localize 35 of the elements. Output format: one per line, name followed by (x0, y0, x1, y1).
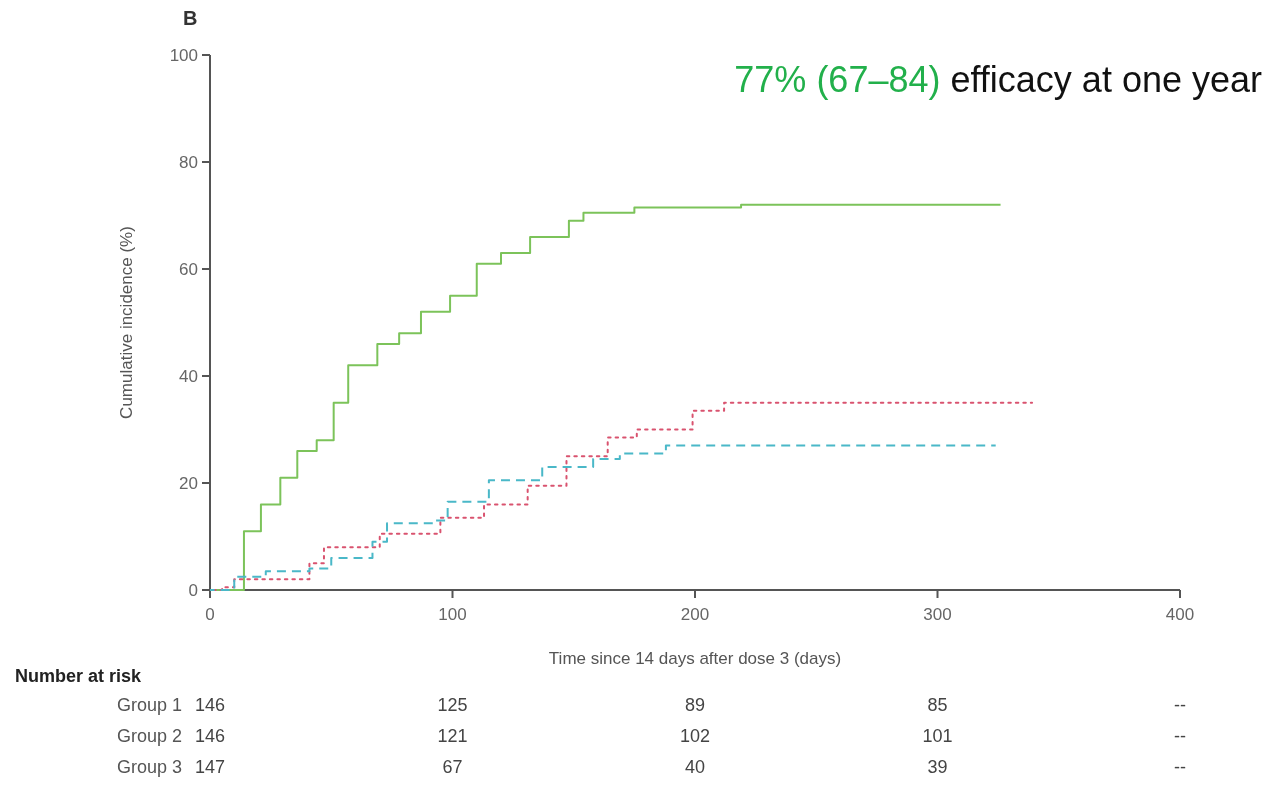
text: 39 (927, 757, 948, 777)
x-tick-label: 0 (205, 605, 215, 624)
text: Group 2 (116, 726, 182, 746)
text: Group 1 (116, 695, 182, 715)
text: 121 (437, 726, 468, 746)
text: -- (1174, 726, 1186, 746)
x-tick-label: 100 (438, 605, 467, 624)
text: Group 3 (116, 757, 182, 777)
text: -- (1174, 695, 1186, 715)
x-axis-title: Time since 14 days after dose 3 (days) (548, 649, 842, 668)
text: 147 (194, 757, 226, 777)
text: 89 (684, 695, 706, 715)
y-tick-label: 80 (179, 152, 198, 172)
text: 40 (684, 757, 706, 777)
annotation: 77% (67–84) (734, 59, 941, 100)
y-tick-label: 40 (179, 366, 198, 386)
text: 125 (437, 695, 468, 715)
y-axis-title: Cumulative incidence (%) (117, 226, 136, 419)
y-tick-label: 20 (179, 473, 198, 493)
x-tick-label: 400 (1165, 605, 1195, 624)
text: -- (1174, 757, 1186, 777)
x-tick-label: 300 (923, 605, 952, 624)
text: 146 (194, 726, 226, 746)
text: 67 (442, 757, 463, 777)
chart-title: B (183, 7, 198, 29)
annotation: efficacy at one year (940, 59, 1262, 100)
text: 101 (922, 726, 953, 746)
text: 85 (927, 695, 948, 715)
text: Number at risk (15, 666, 143, 686)
y-tick-label: 60 (179, 259, 198, 279)
x-tick-label: 200 (680, 605, 710, 624)
y-tick-label: 100 (169, 45, 198, 65)
text: 146 (194, 695, 226, 715)
text: 102 (679, 726, 711, 746)
y-tick-label: 0 (188, 580, 198, 600)
